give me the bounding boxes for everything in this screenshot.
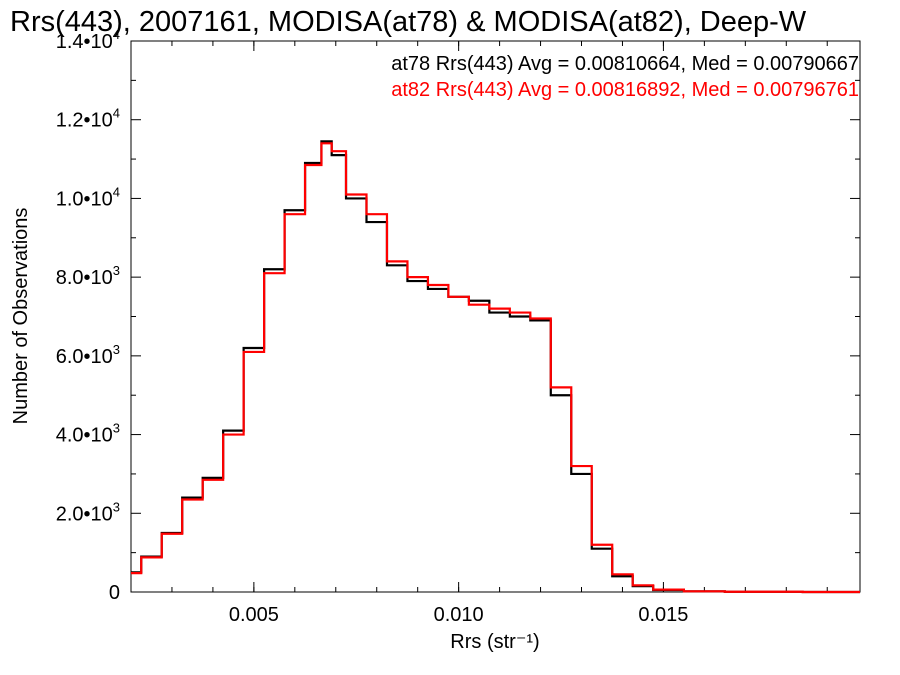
legend-at78-annotation: at78 Rrs(443) Avg = 0.00810664, Med = 0.… <box>391 53 859 75</box>
y-tick-mantissa: 1.4•10 <box>56 31 113 53</box>
y-tick-exponent: 3 <box>113 499 120 514</box>
y-axis-label: Number of Observations <box>10 208 32 425</box>
y-tick-mantissa: 2.0•10 <box>56 503 113 525</box>
y-tick-mantissa: 1.0•10 <box>56 188 113 210</box>
y-tick-exponent: 3 <box>113 421 120 436</box>
y-tick-label: 4.0•103 <box>56 421 120 447</box>
y-tick-label: 1.4•104 <box>56 27 120 53</box>
series-line-at78 <box>131 140 860 594</box>
y-tick-mantissa: 6.0•10 <box>56 346 113 368</box>
y-tick-mantissa: 1.2•10 <box>56 110 113 132</box>
y-tick-exponent: 3 <box>113 263 120 278</box>
y-tick-label: 0 <box>109 582 120 604</box>
y-tick-mantissa: 0 <box>109 582 120 604</box>
series-layer <box>131 140 860 594</box>
x-axis-label: Rrs (str⁻¹) <box>450 631 539 653</box>
y-tick-label: 1.0•104 <box>56 184 120 210</box>
y-tick-mantissa: 8.0•10 <box>56 267 113 289</box>
x-tick-label: 0.015 <box>638 604 688 626</box>
y-tick-label: 8.0•103 <box>56 263 120 289</box>
y-tick-label: 1.2•104 <box>56 106 120 132</box>
y-tick-exponent: 4 <box>113 106 120 121</box>
y-tick-label: 6.0•103 <box>56 342 120 368</box>
y-tick-exponent: 4 <box>113 184 120 199</box>
axis-ticks <box>130 40 860 593</box>
y-tick-label: 2.0•103 <box>56 499 120 525</box>
legend-at82-annotation: at82 Rrs(443) Avg = 0.00816892, Med = 0.… <box>391 79 859 101</box>
y-tick-exponent: 3 <box>113 342 120 357</box>
chart-title: Rrs(443), 2007161, MODISA(at78) & MODISA… <box>10 6 807 38</box>
y-tick-labels: 02.0•1034.0•1036.0•1038.0•1031.0•1041.2•… <box>56 27 120 604</box>
x-tick-labels: 0.005 0.010 0.015 <box>229 604 689 626</box>
plot-frame <box>130 40 861 593</box>
series-line-at82 <box>131 142 860 594</box>
x-tick-label: 0.010 <box>434 604 484 626</box>
y-tick-mantissa: 4.0•10 <box>56 425 113 447</box>
y-tick-exponent: 4 <box>113 27 120 42</box>
x-tick-label: 0.005 <box>229 604 279 626</box>
